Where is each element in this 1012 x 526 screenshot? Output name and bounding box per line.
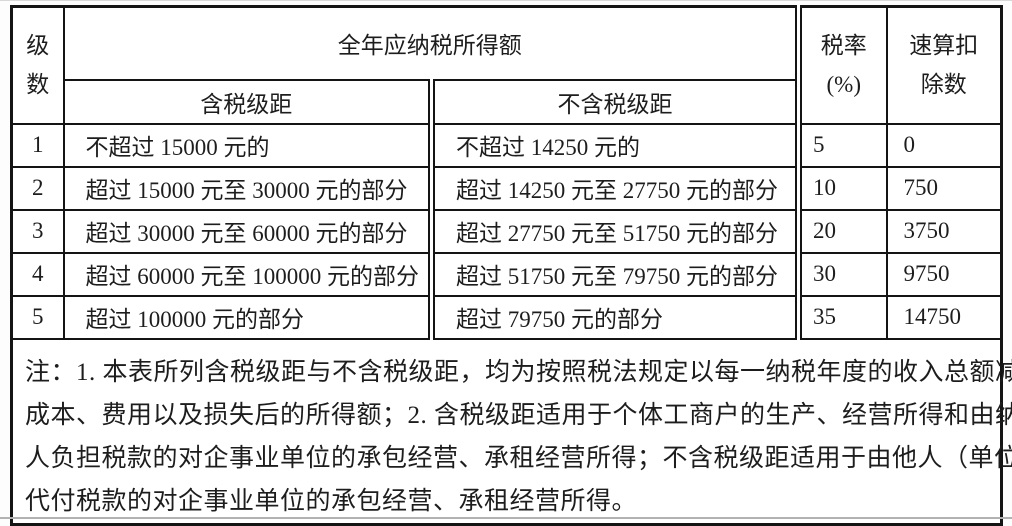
header-row-2: 含税级距 不含税级距 [12,78,1002,125]
tax-rate-table: 级 数 全年应纳税所得额 税率 (%) 速算扣 除数 [10,5,1012,526]
header-tax-rate-line2: (%) [826,72,861,98]
note-line-3: 人负担税款的对企事业单位的承包经营、承租经营所得；不含税级距适用于由他人（单位） [25,444,1012,472]
cell-level: 2 [10,165,65,211]
table-row: 3 超过 30000 元至 60000 元的部分 超过 27750 元至 517… [10,208,1003,254]
cell-tax-rate: 35 [795,294,888,340]
cell-quick-deduction: 750 [885,165,1003,211]
bottom-edge-divider [0,517,1012,519]
table-row: 4 超过 60000 元至 100000 元的部分 超过 51750 元至 79… [10,251,1003,297]
table-row: 1 不超过 15000 元的 不超过 14250 元的 5 0 [10,122,1003,168]
header-inclusive-bracket: 含税级距 [62,78,433,125]
cell-tax-rate: 30 [795,251,888,297]
top-edge-divider [0,0,1012,1]
note-text: 注：1. 本表所列含税级距与不含税级距，均为按照税法规定以每一纳税年度的收入总额… [10,337,1012,525]
header-tax-rate-line1: 税率 [820,33,867,59]
cell-level: 5 [10,294,65,340]
cell-inclusive-bracket: 超过 100000 元的部分 [62,294,433,340]
cell-inclusive-bracket: 超过 60000 元至 100000 元的部分 [62,251,433,297]
cell-exclusive-bracket: 超过 79750 元的部分 [428,294,800,340]
cell-quick-deduction: 9750 [885,251,1003,297]
cell-tax-rate: 20 [795,208,888,254]
cell-exclusive-bracket: 超过 51750 元至 79750 元的部分 [428,251,800,297]
header-level: 级 数 [10,5,65,125]
cell-inclusive-bracket: 超过 15000 元至 30000 元的部分 [62,165,433,211]
cell-inclusive-bracket: 超过 30000 元至 60000 元的部分 [62,208,433,254]
header-level-line1: 级 [26,33,50,59]
note-line-4: 代付税款的对企事业单位的承包经营、承租经营所得。 [25,487,638,515]
header-quick-deduction: 速算扣 除数 [885,5,1003,125]
cell-exclusive-bracket: 超过 27750 元至 51750 元的部分 [428,208,800,254]
cell-level: 3 [10,208,65,254]
cell-quick-deduction: 14750 [885,294,1003,340]
header-annual-taxable-income: 全年应纳税所得额 [62,5,800,81]
note-line-2: 成本、费用以及损失后的所得额；2. 含税级距适用于个体工商户的生产、经营所得和由… [25,401,1012,429]
header-quick-deduction-line2: 除数 [920,72,967,98]
cell-level: 1 [10,122,65,168]
cell-quick-deduction: 3750 [885,208,1003,254]
cell-quick-deduction: 0 [885,122,1003,168]
header-tax-rate: 税率 (%) [795,5,888,125]
table-row: 5 超过 100000 元的部分 超过 79750 元的部分 35 14750 [10,294,1003,340]
cell-exclusive-bracket: 不超过 14250 元的 [428,122,800,168]
header-level-line2: 数 [26,72,50,98]
cell-tax-rate: 10 [795,165,888,211]
note-line-1: 注：1. 本表所列含税级距与不含税级距，均为按照税法规定以每一纳税年度的收入总额… [25,358,1012,386]
cell-level: 4 [10,251,65,297]
note-row: 注：1. 本表所列含税级距与不含税级距，均为按照税法规定以每一纳税年度的收入总额… [10,337,1012,525]
header-exclusive-bracket: 不含税级距 [428,78,800,125]
cell-exclusive-bracket: 超过 14250 元至 27750 元的部分 [428,165,800,211]
header-quick-deduction-line1: 速算扣 [909,33,979,59]
cell-inclusive-bracket: 不超过 15000 元的 [62,122,433,168]
header-row-1: 级 数 全年应纳税所得额 税率 (%) 速算扣 除数 [10,5,1003,125]
cell-tax-rate: 5 [795,122,888,168]
table-row: 2 超过 15000 元至 30000 元的部分 超过 14250 元至 277… [10,165,1003,211]
